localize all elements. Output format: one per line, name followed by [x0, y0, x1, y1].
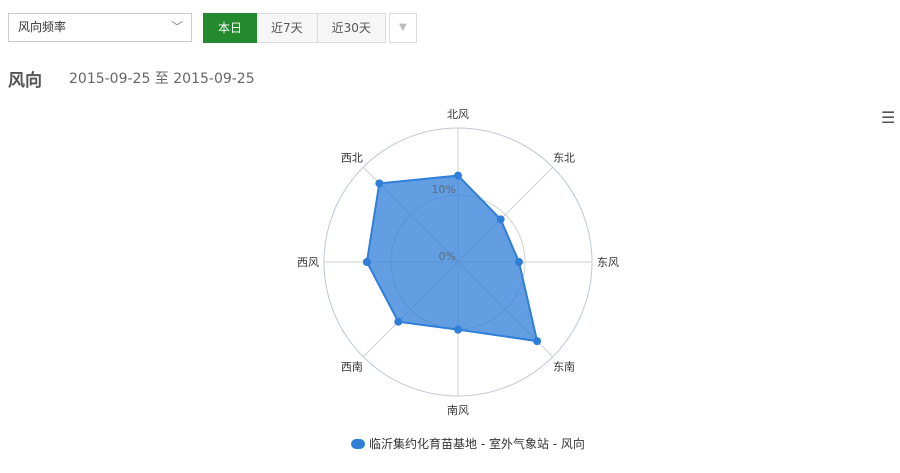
metric-select-value: 风向频率	[18, 20, 67, 34]
data-point	[496, 215, 505, 224]
legend-item[interactable]: 临沂集约化育苗基地 - 室外气象站 - 风向	[351, 435, 585, 452]
data-point	[375, 179, 384, 188]
legend-label: 临沂集约化育苗基地 - 室外气象站 - 风向	[369, 437, 585, 451]
radial-tick-label: 10%	[432, 183, 456, 196]
legend-swatch	[351, 438, 365, 449]
last-30-days-button[interactable]: 近30天	[317, 13, 386, 43]
date-range: 2015-09-25 至 2015-09-25	[69, 71, 255, 87]
category-label: 西南	[341, 361, 363, 374]
data-point	[362, 258, 371, 266]
radial-tick-label: 0%	[439, 250, 456, 263]
chevron-down-icon: ﹀	[170, 20, 183, 34]
data-point	[533, 337, 542, 346]
caret-down-icon[interactable]: ▼	[388, 13, 417, 43]
metric-select[interactable]: 风向频率 ﹀	[8, 13, 192, 42]
period-buttons: 本日 近7天 近30天 ▼	[203, 13, 417, 43]
category-label: 西风	[297, 256, 319, 269]
data-point	[394, 317, 403, 326]
today-button[interactable]: 本日	[203, 13, 258, 43]
category-label: 东风	[597, 256, 619, 269]
category-label: 东南	[553, 361, 575, 374]
last-7-days-button[interactable]: 近7天	[257, 13, 318, 43]
hamburger-menu-icon[interactable]: ☰	[881, 108, 896, 127]
category-label: 北风	[447, 108, 469, 121]
category-label: 东北	[553, 151, 575, 164]
page-title: 风向	[8, 71, 42, 91]
data-point	[454, 171, 462, 180]
data-point	[514, 258, 523, 266]
category-label: 西北	[341, 151, 363, 164]
data-point	[454, 325, 462, 334]
category-label: 南风	[447, 404, 469, 417]
